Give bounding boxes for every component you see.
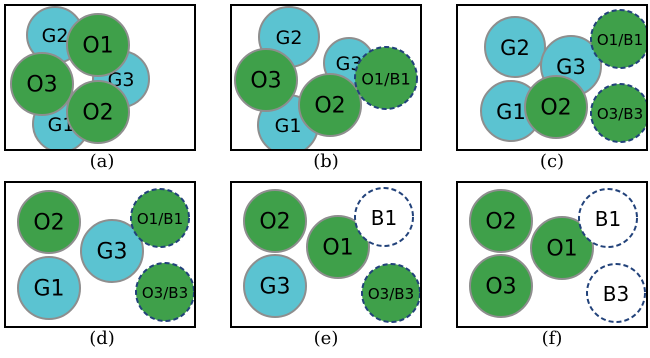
node-o1-circle — [530, 216, 594, 280]
panel-b: G2 G3 G1 O3 O2 O1/B1 — [230, 4, 422, 151]
node-b3-circle — [586, 263, 646, 323]
node-o1-b1-circle — [354, 46, 418, 110]
node-o3: O3 — [469, 254, 533, 318]
node-b1-label: B1 — [595, 207, 621, 231]
node-o2-circle — [524, 75, 588, 139]
node-o3-b3-label: O3/B3 — [368, 285, 414, 303]
node-g2-label: G2 — [42, 25, 69, 47]
node-o3-b3-label: O3/B3 — [142, 284, 188, 302]
node-o2: O2 — [469, 189, 533, 253]
node-o1-b1: O1/B1 — [354, 46, 418, 110]
node-o1-label: O1 — [322, 236, 353, 261]
node-o1-b1: O1/B1 — [130, 188, 190, 248]
panel-c: G2 G3 G1 O2 O1/B1 O3/B3 — [456, 4, 648, 151]
node-g2-circle — [484, 16, 546, 78]
node-o1: O1 — [66, 13, 130, 77]
node-o1-label: O1 — [82, 34, 113, 59]
node-o2: O2 — [524, 75, 588, 139]
node-o2-label: O2 — [82, 101, 113, 126]
caption-f: (f) — [541, 328, 563, 349]
node-o3-circle — [10, 52, 74, 116]
node-o3-circle — [469, 254, 533, 318]
node-b1: B1 — [354, 187, 414, 247]
node-o3: O3 — [10, 52, 74, 116]
node-o3: O3 — [234, 48, 298, 112]
node-o3-b3-label: O3/B3 — [597, 105, 643, 123]
node-g1-label: G1 — [496, 100, 526, 124]
node-g1: G1 — [480, 80, 542, 142]
node-o2-label: O2 — [259, 210, 290, 235]
node-o3-label: O3 — [485, 275, 516, 300]
node-g1-circle — [17, 256, 81, 320]
node-o2: O2 — [17, 190, 81, 254]
node-o1-label: O1 — [546, 237, 577, 262]
node-o3-label: O3 — [26, 73, 57, 98]
panel-f-diagram: O2 O1 O3 B1 B3 — [469, 188, 646, 323]
node-o3-b3-circle — [135, 262, 194, 322]
node-b3-label: B3 — [603, 282, 629, 306]
node-o1-b1-label: O1/B1 — [137, 210, 183, 228]
node-g3-circle — [243, 254, 307, 318]
node-o3-b3: O3/B3 — [361, 263, 420, 323]
node-o1-b1-label: O1/B1 — [597, 31, 643, 49]
node-o3-b3: O3/B3 — [590, 83, 646, 143]
node-o2-label: O2 — [485, 210, 516, 235]
node-o1-b1-circle — [130, 188, 190, 248]
node-o2-label: O2 — [314, 94, 345, 119]
node-o2-circle — [469, 189, 533, 253]
node-o2-circle — [243, 189, 307, 253]
node-g1-label: G1 — [275, 115, 302, 137]
panel-e-diagram: O2 O1 G3 B1 O3/B3 — [243, 187, 420, 323]
node-o2: O2 — [66, 80, 130, 144]
caption-c: (c) — [539, 151, 565, 172]
node-g3-label: G3 — [259, 275, 290, 300]
node-o1-b1-circle — [590, 9, 646, 69]
panel-c-diagram: G2 G3 G1 O2 O1/B1 O3/B3 — [480, 9, 646, 143]
node-b1-circle — [354, 187, 414, 247]
node-o1: O1 — [306, 215, 370, 279]
node-g1-label: G1 — [33, 277, 64, 302]
node-g2-label: G2 — [500, 36, 530, 60]
node-o1: O1 — [530, 216, 594, 280]
node-o2: O2 — [243, 189, 307, 253]
node-o3-b3: O3/B3 — [135, 262, 194, 322]
node-g2-label: G2 — [276, 27, 303, 49]
node-o3-label: O3 — [250, 69, 281, 94]
node-b1: B1 — [578, 188, 638, 248]
caption-a: (a) — [89, 151, 115, 172]
node-o2-circle — [17, 190, 81, 254]
node-o3-b3-circle — [590, 83, 646, 143]
panel-e: O2 O1 G3 B1 O3/B3 — [230, 181, 422, 328]
node-b1-circle — [578, 188, 638, 248]
node-o3-b3-circle — [361, 263, 420, 323]
node-o1-b1: O1/B1 — [590, 9, 646, 69]
node-o2: O2 — [298, 73, 362, 137]
node-o2-circle — [298, 73, 362, 137]
caption-d: (d) — [89, 328, 115, 349]
node-g1: G1 — [17, 256, 81, 320]
node-g3: G3 — [243, 254, 307, 318]
node-o1-circle — [66, 13, 130, 77]
panel-a: G2 G3 G1 O1 O3 O2 — [4, 4, 196, 151]
panel-d-diagram: O2 G3 G1 O1/B1 O3/B3 — [17, 188, 194, 322]
node-o1-circle — [306, 215, 370, 279]
node-g2: G2 — [484, 16, 546, 78]
node-o2-label: O2 — [540, 96, 571, 121]
node-o1-b1-label: O1/B1 — [361, 70, 410, 89]
node-g3: G3 — [80, 219, 144, 283]
node-b1-label: B1 — [371, 206, 397, 230]
node-o2-label: O2 — [33, 211, 64, 236]
node-g3-label: G3 — [96, 240, 127, 265]
node-g3-circle — [80, 219, 144, 283]
node-o3-circle — [234, 48, 298, 112]
caption-b: (b) — [313, 151, 339, 172]
node-o2-circle — [66, 80, 130, 144]
node-g3-label: G3 — [556, 55, 586, 79]
node-b3: B3 — [586, 263, 646, 323]
caption-e: (e) — [313, 328, 339, 349]
panel-f: O2 O1 O3 B1 B3 — [456, 181, 648, 328]
panel-d: O2 G3 G1 O1/B1 O3/B3 — [4, 181, 196, 328]
